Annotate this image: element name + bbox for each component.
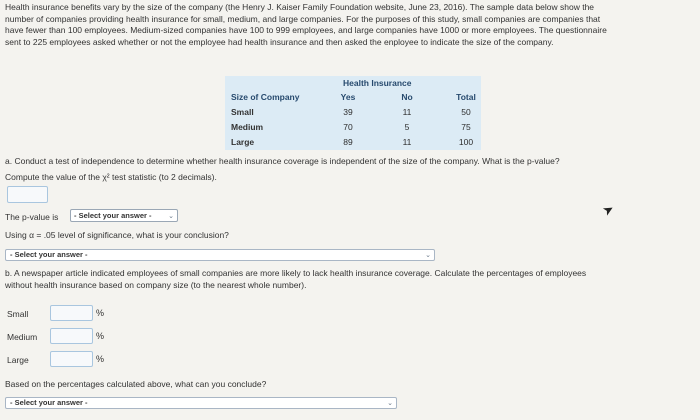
large-percent-input[interactable]	[50, 351, 93, 367]
conclude-select[interactable]: - Select your answer - ⌄	[5, 397, 397, 409]
no-cell: 11	[402, 137, 412, 147]
part-b-question-line-2: without health insurance based on compan…	[5, 280, 307, 290]
chi-square-input[interactable]	[7, 186, 48, 203]
chi-square-symbol: χ²	[102, 172, 110, 182]
yes-cell: 89	[343, 137, 353, 147]
intro-line-3: have fewer than 100 employees. Medium-si…	[5, 25, 607, 36]
yes-header: Yes	[340, 92, 356, 102]
percent-sign: %	[96, 308, 105, 318]
no-cell: 5	[404, 122, 410, 132]
conclude-select-text: - Select your answer -	[10, 398, 88, 407]
table-header-row: Size of Company Yes No Total	[225, 92, 481, 106]
table-row: Small 39 11 50	[225, 107, 481, 121]
intro-line-1: Health insurance benefits vary by the si…	[5, 2, 595, 12]
compute-prefix: Compute the value of the	[5, 172, 103, 182]
conclusion-select-text: - Select your answer -	[10, 250, 88, 259]
conclusion-select[interactable]: - Select your answer - ⌄	[5, 249, 435, 261]
medium-label: Medium	[7, 332, 38, 342]
contingency-table: Health Insurance Size of Company Yes No …	[225, 76, 481, 150]
part-a-question: a. Conduct a test of independence to det…	[5, 156, 560, 166]
problem-intro: Health insurance benefits vary by the si…	[5, 2, 695, 48]
yes-cell: 70	[343, 122, 353, 132]
percent-sign: %	[96, 354, 105, 364]
total-cell: 100	[458, 137, 474, 147]
size-of-company-header: Size of Company	[231, 92, 300, 102]
health-insurance-header: Health Insurance	[343, 78, 412, 88]
table-row: Medium 70 5 75	[225, 122, 481, 136]
compute-instruction: Compute the value of the χ² test statist…	[5, 172, 217, 182]
yes-cell: 39	[343, 107, 353, 117]
medium-percent-input[interactable]	[50, 328, 93, 344]
chevron-down-icon: ⌄	[168, 213, 174, 220]
table-row: Large 89 11 100	[225, 137, 481, 151]
row-label: Medium	[231, 122, 264, 132]
percent-sign: %	[96, 331, 105, 341]
intro-line-4: sent to 225 employees asked whether or n…	[5, 36, 554, 47]
large-label: Large	[7, 355, 29, 365]
total-cell: 75	[461, 122, 471, 132]
pvalue-select-text: - Select your answer -	[74, 211, 152, 220]
part-b-question-line-1: b. A newspaper article indicated employe…	[5, 268, 587, 278]
no-header: No	[401, 92, 413, 102]
intro-line-2: number of companies providing health ins…	[5, 13, 601, 24]
pvalue-label: The p-value is	[5, 212, 59, 222]
conclude-question: Based on the percentages calculated abov…	[5, 379, 267, 389]
row-label: Small	[231, 107, 254, 117]
alpha-question: Using α = .05 level of significance, wha…	[5, 230, 229, 240]
chevron-down-icon: ⌄	[425, 252, 431, 259]
small-percent-input[interactable]	[50, 305, 93, 321]
total-header: Total	[456, 92, 476, 102]
table-group-header-row: Health Insurance	[225, 78, 481, 92]
total-cell: 50	[461, 107, 471, 117]
compute-suffix: test statistic (to 2 decimals).	[109, 172, 217, 182]
pvalue-select[interactable]: - Select your answer - ⌄	[70, 209, 178, 222]
mouse-pointer-icon: ➤	[599, 200, 617, 219]
no-cell: 11	[402, 107, 412, 117]
small-label: Small	[7, 309, 29, 319]
chevron-down-icon: ⌄	[387, 400, 393, 407]
row-label: Large	[231, 137, 255, 147]
